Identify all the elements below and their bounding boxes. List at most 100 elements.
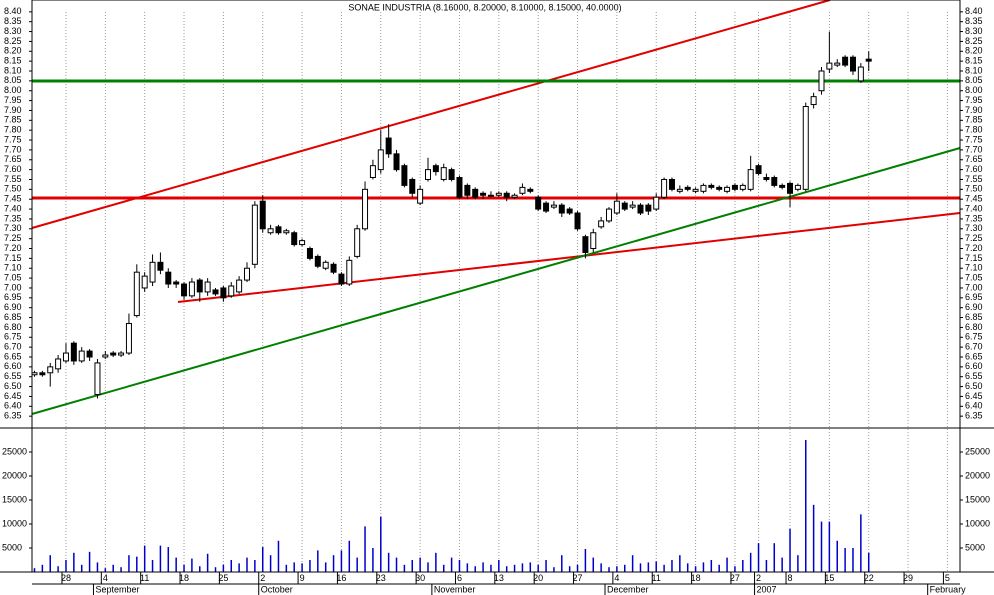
- month-label: December: [607, 584, 649, 594]
- candle-body: [291, 232, 298, 246]
- candle-body: [267, 228, 274, 234]
- y-tick-label: 8.10: [4, 65, 22, 75]
- x-tick-label: 6: [457, 573, 462, 583]
- y-tick-label: 7.85: [965, 115, 983, 125]
- x-tick-label: 18: [179, 573, 189, 583]
- candle-body: [314, 255, 321, 267]
- y-tick-label: 6.65: [4, 351, 22, 361]
- candle-body: [519, 186, 526, 194]
- candle-body: [802, 106, 809, 190]
- volume-bar: [474, 566, 476, 572]
- volume-bar: [757, 543, 760, 572]
- candle-body: [456, 177, 463, 198]
- x-tick-label: 22: [864, 573, 874, 583]
- volume-bar: [781, 557, 783, 572]
- y-tick-label: 8.10: [965, 65, 983, 75]
- y-tick-label: 8.05: [965, 75, 983, 85]
- volume-bar: [828, 521, 831, 572]
- x-tick-label: 28: [61, 573, 71, 583]
- y-tick-label: 6.90: [4, 302, 22, 312]
- y-tick-label: 7.40: [4, 203, 22, 213]
- y-tick-label: 8.25: [965, 36, 983, 46]
- volume-bar: [128, 555, 130, 572]
- y-tick-label: 6.80: [965, 322, 983, 332]
- volume-bar: [317, 550, 319, 572]
- volume-bar: [143, 545, 146, 572]
- y-tick-label: 6.45: [965, 391, 983, 401]
- volume-bar: [222, 564, 225, 572]
- y-tick-label: 6.35: [4, 411, 22, 421]
- y-tick-label: 7.95: [965, 95, 983, 105]
- candle-body: [676, 188, 683, 192]
- y-tick-label: 6.90: [965, 302, 983, 312]
- grid: [65, 12, 948, 572]
- candle-body: [857, 66, 864, 82]
- volume-bar: [694, 566, 697, 572]
- y-tick-label: 6.60: [4, 361, 22, 371]
- candle-body: [78, 350, 85, 362]
- x-tick-label: 5: [945, 573, 950, 583]
- volume-bar: [686, 563, 689, 572]
- candle-body: [511, 194, 518, 198]
- candle-body: [794, 184, 801, 190]
- y-tick-label: 6.35: [965, 411, 983, 421]
- volume-bar: [718, 564, 720, 572]
- y-tick-label: 7.75: [4, 134, 22, 144]
- volume-bar: [482, 562, 484, 572]
- y-tick-label: 6.45: [4, 391, 22, 401]
- y-tick-label: 7.00: [4, 282, 22, 292]
- volume-bar: [435, 552, 437, 572]
- candle-body: [251, 204, 258, 265]
- y-tick-label: 7.65: [965, 154, 983, 164]
- x-tick-label: 2: [756, 573, 761, 583]
- volume-bar: [537, 564, 539, 572]
- volume-bar: [96, 562, 99, 572]
- candle-body: [700, 184, 707, 192]
- candle-body: [503, 192, 510, 198]
- month-label: February: [930, 584, 967, 594]
- y-tick-label: 7.05: [4, 272, 22, 282]
- y2-tick-label: 25000: [2, 446, 27, 456]
- y-tick-label: 8.30: [4, 26, 22, 36]
- y-tick-label: 6.80: [4, 322, 22, 332]
- y-tick-label: 8.35: [4, 16, 22, 26]
- candle-body: [598, 220, 605, 228]
- candle-body: [739, 184, 746, 190]
- x-tick-label: 9: [300, 573, 305, 583]
- y-tick-label: 8.40: [4, 6, 22, 16]
- volume-bar: [364, 526, 366, 572]
- volume-bar: [820, 521, 823, 572]
- x-tick-label: 4: [614, 573, 619, 583]
- volume-bar: [372, 548, 374, 572]
- x-tick-label: 2: [260, 573, 265, 583]
- x-tick-label: 23: [376, 573, 386, 583]
- volume-bar: [356, 557, 358, 572]
- volume-bar: [380, 516, 382, 572]
- candle-body: [865, 58, 872, 62]
- y-tick-label: 7.30: [4, 223, 22, 233]
- candle-body: [401, 165, 408, 186]
- volume-bar: [57, 566, 59, 572]
- x-tick-label: 29: [903, 573, 913, 583]
- volume-bar: [33, 568, 36, 572]
- candle-body: [771, 177, 778, 186]
- y-tick-label: 7.80: [4, 125, 22, 135]
- candle-body: [606, 208, 613, 222]
- y-tick-label: 7.65: [4, 154, 22, 164]
- y-tick-label: 7.00: [965, 282, 983, 292]
- candle-body: [346, 259, 353, 285]
- candle-body: [362, 188, 369, 230]
- month-label: October: [261, 584, 293, 594]
- candle-body: [440, 167, 447, 180]
- candle-body: [299, 240, 306, 246]
- candle-body: [527, 188, 534, 192]
- y-tick-label: 7.55: [4, 174, 22, 184]
- candle-body: [590, 232, 597, 250]
- candle-body: [275, 226, 282, 234]
- candle-body: [236, 279, 243, 293]
- candle-body: [731, 184, 738, 190]
- volume-bar: [230, 560, 232, 572]
- volume-bar: [812, 504, 815, 572]
- candle-body: [157, 261, 164, 271]
